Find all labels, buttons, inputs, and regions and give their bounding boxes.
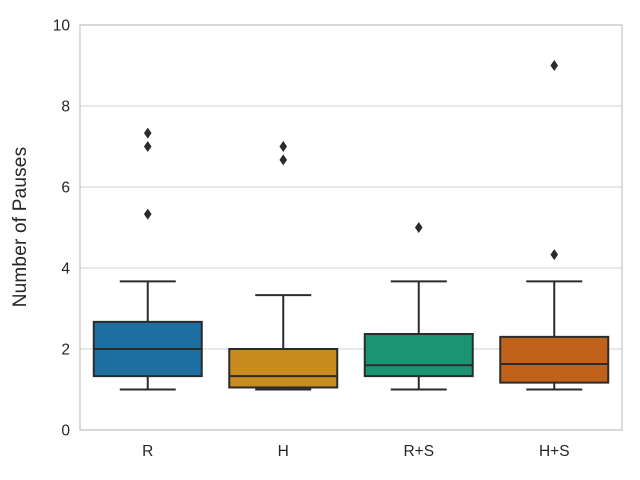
y-tick-label-2: 2 bbox=[61, 342, 70, 359]
y-tick-label-0: 0 bbox=[61, 423, 70, 440]
outlier-r-1 bbox=[143, 141, 152, 152]
y-tick-label-8: 8 bbox=[61, 99, 70, 116]
y-tick-label-10: 10 bbox=[53, 18, 71, 35]
x-tick-label-r-plus-s: R+S bbox=[403, 443, 434, 460]
outlier-h-plus-s-1 bbox=[550, 60, 559, 71]
box-h bbox=[228, 348, 339, 389]
outlier-h-0 bbox=[279, 154, 288, 166]
outlier-h-1 bbox=[279, 141, 288, 152]
plot-border bbox=[79, 24, 623, 431]
y-axis-label: Number of Pauses bbox=[10, 146, 31, 308]
outlier-r-0 bbox=[143, 208, 152, 220]
box-r-plus-s bbox=[363, 333, 474, 378]
y-tick-label-4: 4 bbox=[61, 261, 70, 278]
box-h-plus-s bbox=[499, 335, 610, 384]
outlier-r-plus-s-0 bbox=[414, 222, 423, 233]
x-tick-label-r: R bbox=[142, 443, 153, 460]
outlier-h-plus-s-0 bbox=[550, 249, 559, 261]
outlier-r-2 bbox=[143, 127, 152, 139]
y-tick-label-6: 6 bbox=[61, 180, 70, 197]
x-tick-label-h-plus-s: H+S bbox=[539, 443, 570, 460]
x-tick-label-h: H bbox=[278, 443, 289, 460]
